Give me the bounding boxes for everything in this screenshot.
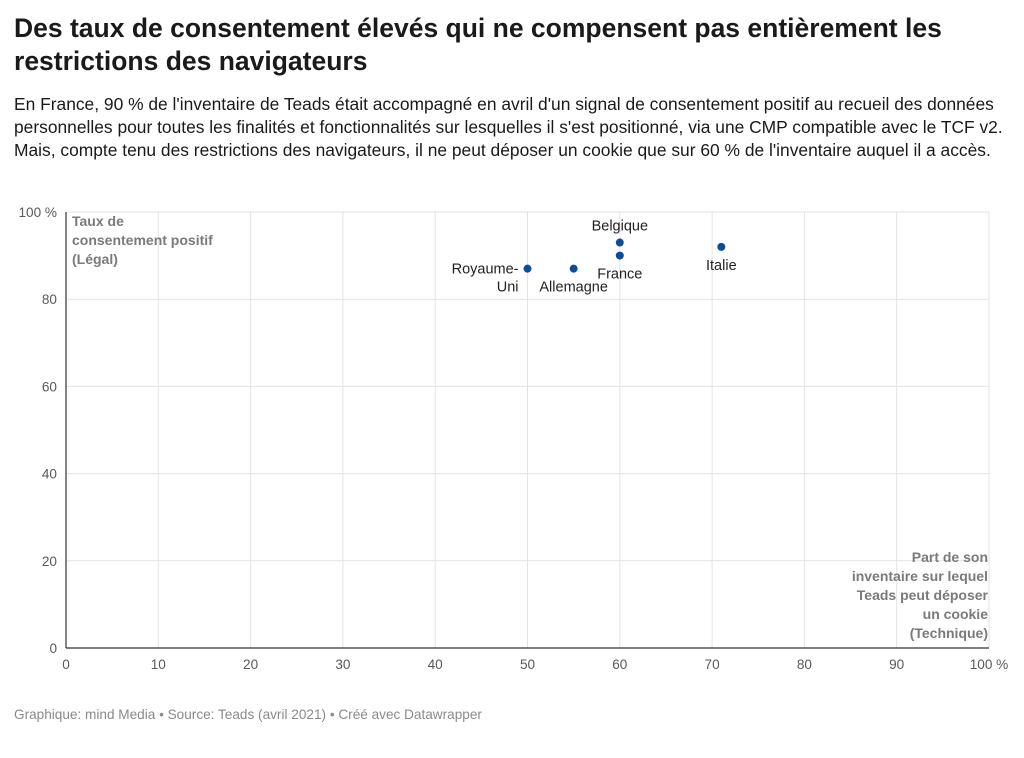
scatter-chart: 0 10 20 30 40 50 60 70 80 90 100 % 0 20 40 60 80 100 % Ta…	[18, 205, 1009, 672]
chart-footer: Graphique: mind Media • Source: Teads (a…	[14, 707, 482, 722]
x-tick-label: 50	[520, 657, 536, 672]
data-point	[523, 264, 532, 273]
y-tick-label: 80	[42, 292, 58, 307]
x-tick-label: 30	[335, 657, 351, 672]
y-tick-label: 20	[42, 554, 58, 569]
x-axis-label: un cookie	[923, 606, 989, 622]
x-tick-label: 10	[151, 657, 167, 672]
x-axis-label: inventaire sur lequel	[852, 568, 988, 584]
point-label: Uni	[497, 280, 519, 296]
y-axis-label: consentement positif	[72, 232, 213, 248]
x-axis-label: Teads peut déposer	[857, 587, 989, 603]
point-label: France	[597, 267, 642, 283]
data-point	[717, 242, 726, 251]
y-tick-label: 100 %	[18, 205, 57, 220]
x-axis-label: Part de son	[912, 549, 988, 565]
y-tick-label: 60	[42, 379, 58, 394]
point-label: Allemagne	[539, 280, 608, 296]
point-label: Royaume-	[452, 262, 519, 278]
point-label: Belgique	[592, 219, 648, 235]
x-tick-label: 40	[428, 657, 444, 672]
x-tick-label: 70	[705, 657, 721, 672]
x-tick-label: 100 %	[970, 657, 1009, 672]
chart-title: Des taux de consentement élevés qui ne c…	[14, 13, 942, 76]
data-point	[615, 238, 624, 247]
data-point	[569, 264, 578, 273]
y-axis-label: Taux de	[72, 213, 124, 229]
x-axis-label: (Technique)	[910, 625, 988, 641]
x-tick-label: 90	[889, 657, 905, 672]
chart-subtitle: En France, 90 % de l'inventaire de Teads…	[14, 94, 1003, 160]
x-tick-label: 0	[62, 657, 70, 672]
data-point	[615, 251, 624, 260]
x-tick-label: 20	[243, 657, 259, 672]
y-axis-label: (Légal)	[72, 251, 118, 267]
point-label: Italie	[706, 258, 737, 274]
x-tick-label: 60	[612, 657, 628, 672]
y-tick-label: 40	[42, 467, 58, 482]
x-tick-label: 80	[797, 657, 813, 672]
y-tick-label: 0	[49, 641, 57, 656]
